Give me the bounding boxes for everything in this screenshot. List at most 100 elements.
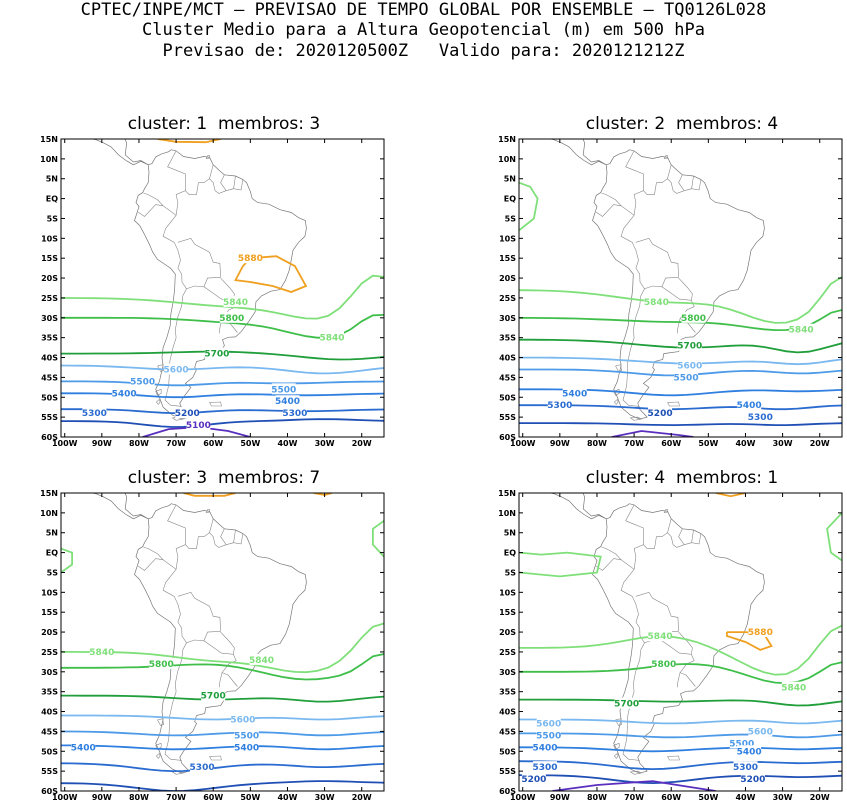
- panel-3-title: cluster: 3 membros: 7: [127, 468, 321, 488]
- contour-label-bg: [681, 311, 706, 323]
- country-border: [185, 518, 214, 549]
- map-panel-1: 5880 5840 5840 5800 5700 5600 5500 5500 5400 5400…: [40, 135, 385, 448]
- contour-label-5500: 5500: [130, 377, 155, 387]
- lon-label: 50W: [240, 793, 260, 802]
- contour-line: [61, 274, 384, 320]
- lat-label: 35S: [499, 688, 516, 697]
- country-border: [164, 642, 187, 761]
- contour-label-5840: 5840: [789, 326, 814, 336]
- contour-label-5800: 5800: [651, 660, 676, 670]
- contour-label-bg: [204, 347, 229, 359]
- lon-label: 40W: [277, 439, 297, 448]
- lon-label: 80W: [587, 793, 607, 802]
- contour-label-bg: [748, 626, 773, 638]
- contour-line: [61, 714, 384, 721]
- contour-label-bg: [82, 407, 107, 419]
- contour-label-5700: 5700: [204, 350, 229, 360]
- contour-label-bg: [186, 419, 211, 431]
- lat-label: EQ: [46, 549, 58, 558]
- contour-label-bg: [175, 407, 200, 419]
- contour-label-5400: 5400: [737, 747, 762, 757]
- contour-label-bg: [282, 407, 307, 419]
- island-outline: [613, 753, 619, 759]
- lon-label: 50W: [698, 793, 718, 802]
- lon-label: 60W: [661, 793, 681, 802]
- lon-label: 80W: [587, 439, 607, 448]
- lat-label: 20S: [499, 628, 516, 637]
- contour-label-5300: 5300: [532, 763, 557, 773]
- contour-line: [61, 780, 384, 791]
- map-content: 5840 5840 5800 5700 5600 5500 5400 5400 5300: [61, 493, 384, 791]
- lat-label: 10S: [41, 234, 58, 243]
- island-outline: [155, 399, 161, 405]
- country-border: [622, 288, 645, 407]
- lon-label: 40W: [735, 439, 755, 448]
- contour-label-5300: 5300: [733, 763, 758, 773]
- lat-label: 30S: [41, 668, 58, 677]
- contour-label-bg: [648, 630, 673, 642]
- lat-label: 60S: [499, 433, 516, 442]
- contour-label-5600: 5600: [164, 365, 189, 375]
- lat-label: 50S: [41, 393, 58, 402]
- contour-label-bg: [238, 252, 263, 264]
- lat-label: 15S: [499, 254, 516, 263]
- contour-line: [61, 762, 384, 773]
- lat-label: 20S: [41, 274, 58, 283]
- lon-label: 60W: [203, 793, 223, 802]
- lat-label: 60S: [41, 433, 58, 442]
- island-outline: [667, 755, 680, 761]
- country-border: [667, 174, 685, 194]
- lat-label: 20S: [41, 628, 58, 637]
- contour-label-5400: 5400: [562, 389, 587, 399]
- contour-label-5500: 5500: [729, 739, 754, 749]
- contour-label-bg: [201, 689, 226, 701]
- contour-label-5400: 5400: [112, 389, 137, 399]
- lon-label: 100W: [52, 439, 78, 448]
- island-outline: [209, 401, 222, 407]
- map-content: 5840 5840 5800 5700 5600 5500 5400 5400 5300 5300…: [519, 139, 842, 437]
- lat-label: EQ: [46, 195, 58, 204]
- contour-label-bg: [234, 741, 259, 753]
- contour-label-5300: 5300: [82, 409, 107, 419]
- lat-label: 10N: [498, 155, 516, 164]
- contour-label-5500: 5500: [234, 731, 259, 741]
- lat-label: 10N: [40, 155, 58, 164]
- contour-line: [519, 422, 842, 427]
- lon-label: 60W: [203, 439, 223, 448]
- country-border: [218, 672, 223, 688]
- contour-label-bg: [71, 741, 96, 753]
- contour-label-5840: 5840: [89, 648, 114, 658]
- contour-line: [61, 364, 384, 375]
- country-border: [138, 204, 181, 269]
- contour-label-bg: [223, 295, 248, 307]
- lon-label: 90W: [92, 793, 112, 802]
- island-outline: [205, 509, 211, 513]
- country-border: [679, 654, 696, 687]
- panel-frame: [60, 138, 385, 438]
- contour-label-5840: 5840: [249, 656, 274, 666]
- lat-label: 40S: [41, 708, 58, 717]
- contour-line: [519, 404, 842, 411]
- island-outline: [615, 364, 622, 372]
- country-border: [691, 533, 702, 545]
- country-border: [596, 204, 639, 269]
- lat-label: 5S: [47, 568, 59, 577]
- country-border: [625, 150, 644, 216]
- panel-frame: [518, 492, 843, 792]
- country-border: [177, 237, 221, 278]
- contour-label-5400: 5400: [275, 397, 300, 407]
- contour-label-bg: [112, 387, 137, 399]
- lat-label: 5N: [504, 529, 516, 538]
- lat-label: 15N: [40, 135, 58, 144]
- panel-frame: [518, 138, 843, 438]
- lon-label: 70W: [166, 439, 186, 448]
- lon-label: 20W: [810, 439, 830, 448]
- contour-label-5800: 5800: [681, 314, 706, 324]
- contour-line: [183, 493, 236, 497]
- coastline-central-america: [91, 139, 149, 166]
- country-border: [167, 504, 186, 570]
- contour-label-bg: [249, 653, 274, 665]
- contour-line: [519, 624, 842, 676]
- country-border: [177, 621, 221, 644]
